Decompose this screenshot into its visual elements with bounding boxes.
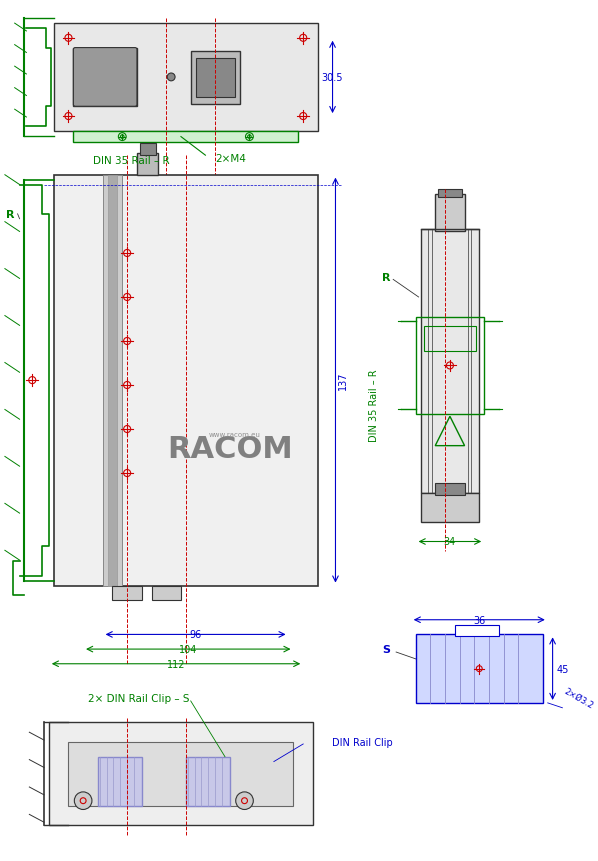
Bar (186, 757, 230, 806)
Text: S: S (382, 644, 390, 654)
FancyBboxPatch shape (74, 48, 137, 107)
Circle shape (236, 792, 254, 809)
Bar (196, 59, 235, 98)
Bar (74, 48, 137, 107)
Bar (103, 176, 122, 585)
Bar (455, 625, 499, 636)
Text: DIN Rail Clip: DIN Rail Clip (331, 737, 392, 747)
Bar (74, 132, 298, 143)
Bar (112, 585, 142, 600)
Circle shape (74, 792, 92, 809)
Text: 2×M4: 2×M4 (215, 154, 246, 164)
Bar (98, 757, 142, 806)
Text: R: R (5, 209, 14, 220)
Bar (435, 195, 465, 232)
Text: 96: 96 (190, 629, 202, 640)
Bar (423, 327, 477, 351)
Bar (420, 493, 479, 523)
Bar (54, 24, 318, 132)
Text: 2×Ø3.2: 2×Ø3.2 (562, 686, 594, 710)
Bar (420, 229, 479, 493)
Text: 137: 137 (338, 371, 348, 390)
Text: www.racom.eu: www.racom.eu (209, 431, 261, 437)
Circle shape (167, 74, 175, 82)
Bar (438, 190, 462, 198)
Bar (416, 635, 543, 703)
Bar (68, 742, 294, 806)
Text: DIN 35 Rail – R: DIN 35 Rail – R (368, 369, 379, 442)
Bar (191, 52, 240, 105)
Bar (140, 145, 155, 156)
Bar (54, 176, 318, 585)
Text: 30.5: 30.5 (322, 73, 343, 83)
Text: 45: 45 (556, 664, 569, 674)
Bar (137, 154, 158, 176)
Bar (49, 722, 313, 825)
Text: 104: 104 (179, 644, 197, 654)
Bar (416, 317, 484, 415)
Bar (435, 483, 465, 495)
Text: R: R (382, 273, 390, 283)
Text: 36: 36 (473, 615, 486, 625)
Text: 2× DIN Rail Clip – S: 2× DIN Rail Clip – S (88, 693, 190, 703)
Text: 34: 34 (444, 537, 456, 547)
Text: 112: 112 (167, 659, 185, 669)
Text: RACOM: RACOM (167, 435, 292, 463)
Bar (108, 176, 117, 585)
Bar (152, 585, 181, 600)
Text: DIN 35 Rail – R: DIN 35 Rail – R (93, 156, 170, 166)
